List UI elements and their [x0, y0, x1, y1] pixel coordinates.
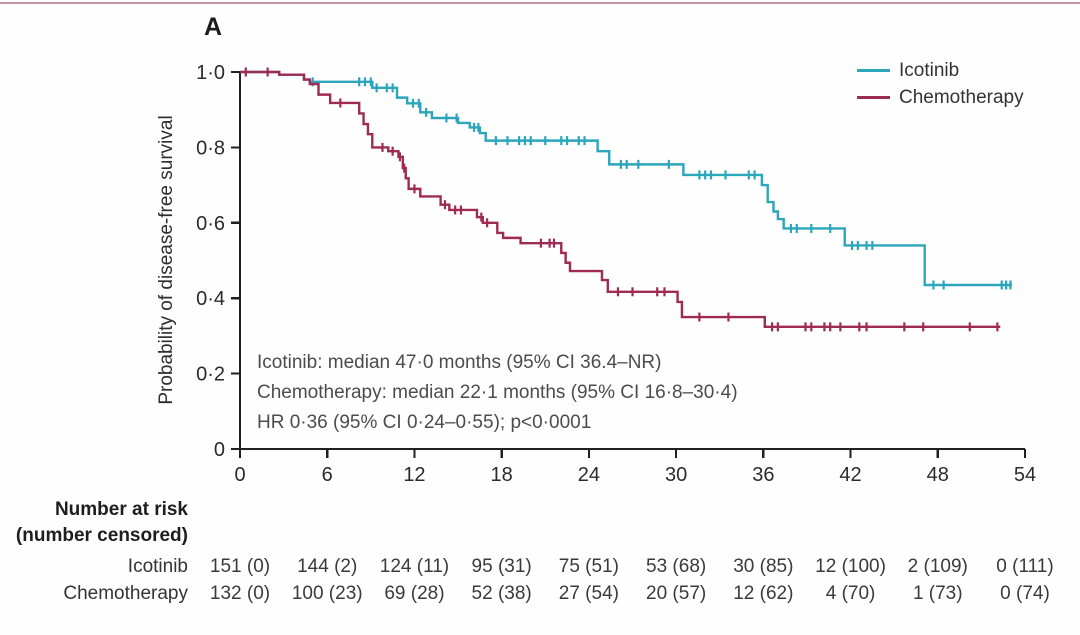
risk-table-subtitle: (number censored) [15, 525, 188, 546]
x-tick-label: 36 [752, 464, 774, 486]
risk-cell: 0 (74) [1000, 583, 1050, 604]
x-tick-label: 42 [839, 464, 861, 486]
risk-cell: 144 (2) [297, 556, 358, 577]
y-tick-label: 0·6 [196, 213, 225, 235]
x-tick-label: 24 [578, 464, 600, 486]
risk-table-title: Number at risk [54, 499, 188, 520]
legend-label-chemotherapy: Chemotherapy [899, 86, 1024, 108]
risk-cell: 4 (70) [825, 583, 876, 604]
y-tick-label: 0·8 [196, 137, 225, 159]
x-tick-label: 12 [403, 464, 425, 486]
risk-cell: 27 (54) [558, 583, 619, 604]
risk-cell: 132 (0) [209, 583, 271, 604]
annotation-hazard-ratio: HR 0·36 (95% CI 0·24–0·55); p<0·0001 [257, 412, 592, 433]
risk-cell: 1 (73) [912, 583, 963, 604]
legend: Icotinib Chemotherapy [857, 57, 1024, 111]
risk-cell: 52 (38) [471, 583, 532, 604]
icotinib-line-swatch [857, 69, 890, 72]
chemotherapy-line-swatch [857, 96, 890, 99]
x-tick-label: 30 [665, 464, 687, 486]
legend-item-chemotherapy: Chemotherapy [857, 84, 1024, 111]
risk-row-label-chemotherapy: Chemotherapy [63, 583, 188, 604]
y-axis-title: Probability of disease-free survival [156, 115, 177, 405]
risk-cell: 12 (62) [733, 583, 794, 604]
top-border-line [0, 2, 1080, 4]
y-tick-label: 0 [214, 439, 225, 461]
annotation-icotinib-median: Icotinib: median 47·0 months (95% CI 36.… [257, 352, 662, 373]
risk-cell: 53 (68) [646, 556, 707, 577]
x-tick-label: 6 [322, 464, 333, 486]
risk-cell: 20 (57) [646, 583, 707, 604]
x-tick-label: 54 [1014, 464, 1036, 486]
risk-cell: 95 (31) [471, 556, 532, 577]
risk-cell: 12 (100) [815, 556, 886, 577]
x-tick-label: 18 [491, 464, 513, 486]
risk-cell: 75 (51) [558, 556, 619, 577]
legend-item-icotinib: Icotinib [857, 57, 1024, 84]
risk-cell: 100 (23) [291, 583, 363, 604]
risk-cell: 0 (111) [996, 556, 1054, 577]
x-tick-label: 0 [234, 464, 245, 486]
panel-label: A [204, 13, 223, 41]
risk-cell: 151 (0) [209, 556, 271, 577]
risk-row-label-icotinib: Icotinib [127, 556, 188, 577]
y-tick-label: 0·4 [196, 288, 225, 310]
risk-cell: 69 (28) [384, 583, 445, 604]
y-tick-label: 1·0 [196, 62, 225, 84]
y-tick-label: 0·2 [196, 364, 225, 386]
risk-cell: 30 (85) [733, 556, 794, 577]
annotation-chemotherapy-median: Chemotherapy: median 22·1 months (95% CI… [257, 382, 738, 403]
legend-label-icotinib: Icotinib [899, 59, 960, 81]
risk-cell: 2 (109) [907, 556, 968, 577]
km-curve-icotinib [240, 70, 1012, 287]
x-tick-label: 48 [927, 464, 949, 486]
risk-cell: 124 (11) [379, 556, 450, 577]
km-curve-chemotherapy [240, 70, 1001, 329]
statistics-annotation: Icotinib: median 47·0 months (95% CI 36.… [257, 348, 738, 438]
